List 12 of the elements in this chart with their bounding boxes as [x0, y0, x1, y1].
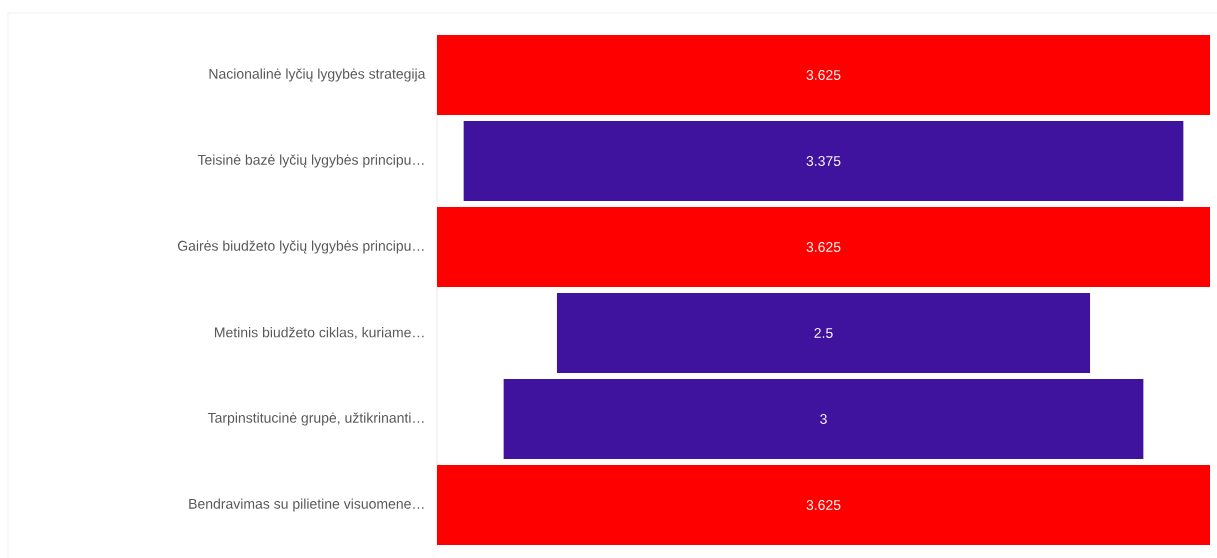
data-label: 3.625 [806, 500, 841, 510]
category-label: Tarpinstitucinė grupė, užtikrinanti… [207, 412, 424, 426]
data-label: 3 [820, 414, 827, 424]
category-label: Teisinė bazė lyčių lygybės principu… [197, 154, 424, 168]
data-label: 3.375 [806, 156, 841, 166]
data-label: 3.625 [806, 242, 841, 252]
category-label: Bendravimas su pilietine visuomene… [189, 498, 424, 512]
category-label: Metinis biudžeto ciklas, kuriame… [214, 327, 424, 339]
category-label: Gairės biudžeto lyčių lygybės principu… [177, 240, 424, 254]
data-label: 2.5 [814, 328, 833, 338]
data-label: 3.625 [806, 70, 841, 80]
category-label: Nacionalinė lyčių lygybės strategija [209, 68, 426, 82]
